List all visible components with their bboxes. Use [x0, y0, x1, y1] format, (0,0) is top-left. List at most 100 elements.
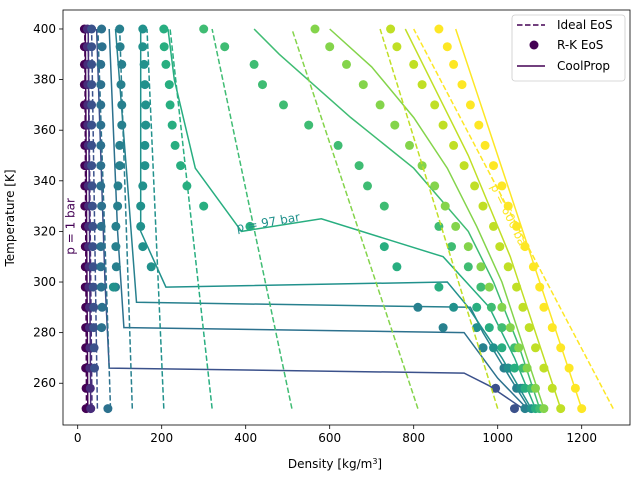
rk-eos-point: [547, 323, 557, 333]
ideal-eos-line: [97, 28, 112, 409]
rk-eos-point: [117, 100, 127, 110]
y-tick-label: 340: [33, 174, 56, 188]
x-tick-label: 800: [402, 431, 425, 445]
rk-eos-point: [141, 100, 151, 110]
rk-eos-point: [117, 59, 127, 69]
rk-eos-point: [138, 181, 148, 191]
rk-eos-point: [449, 302, 459, 312]
rk-eos-point: [170, 140, 180, 150]
rk-eos-point: [138, 242, 148, 252]
rk-eos-point: [116, 80, 126, 90]
rk-eos-point: [451, 221, 461, 231]
rk-eos-point: [279, 100, 288, 110]
rk-eos-point: [89, 343, 99, 353]
coolprop-line: [108, 28, 528, 410]
x-tick-label: 600: [318, 431, 341, 445]
series-450-bar: [379, 24, 566, 414]
rk-eos-point: [87, 181, 97, 191]
y-tick-label: 300: [33, 275, 56, 289]
ideal-eos-line: [118, 28, 134, 409]
rk-eos-point: [570, 383, 580, 393]
rk-eos-point: [117, 120, 127, 130]
rk-eos-point: [438, 323, 448, 333]
rk-eos-point: [136, 201, 146, 211]
rk-eos-point: [176, 161, 186, 171]
coolprop-line: [329, 28, 545, 409]
rk-eos-point: [392, 262, 402, 272]
x-axis-ticks: 0 200 400 600 800 1000 1200: [74, 425, 597, 445]
series-42-bar: [96, 24, 528, 414]
rk-eos-point: [89, 323, 99, 333]
rk-eos-point: [88, 282, 98, 292]
rk-eos-point: [199, 24, 209, 34]
coolprop-line: [404, 28, 562, 409]
rk-eos-point: [97, 24, 107, 34]
rk-eos-point: [354, 161, 364, 171]
rk-eos-point: [96, 120, 106, 130]
rk-eos-point: [199, 201, 209, 211]
rk-eos-point: [489, 221, 498, 231]
rk-eos-point: [497, 302, 507, 312]
rk-eos-point: [115, 24, 125, 34]
x-tick-label: 400: [234, 431, 257, 445]
rk-eos-point: [489, 343, 498, 353]
rk-eos-point: [417, 80, 427, 90]
rk-eos-point: [491, 383, 501, 393]
x-tick-label: 1000: [482, 431, 513, 445]
rk-eos-point: [503, 201, 513, 211]
x-tick-label: 200: [150, 431, 173, 445]
rk-eos-point: [484, 323, 494, 333]
rk-eos-point: [472, 302, 482, 312]
rk-eos-point: [434, 282, 444, 292]
rk-eos-point: [97, 323, 107, 333]
rk-eos-point: [497, 343, 507, 353]
series-230-bar: [199, 24, 545, 414]
rk-eos-point: [539, 404, 549, 414]
rk-eos-point: [96, 282, 106, 292]
rk-eos-point: [140, 80, 150, 90]
rk-eos-point: [535, 282, 545, 292]
series-150-bar: [159, 24, 540, 414]
rk-eos-point: [96, 262, 106, 272]
rk-eos-point: [465, 100, 475, 110]
rk-eos-point: [528, 262, 538, 272]
legend-box: [511, 14, 626, 82]
rk-eos-point: [520, 383, 530, 393]
rk-eos-point: [249, 59, 259, 69]
rk-eos-point: [111, 221, 121, 231]
annotation-p--1-bar: p = 1 bar: [63, 198, 77, 255]
rk-eos-point: [258, 80, 267, 90]
rk-eos-point: [103, 404, 113, 414]
rk-eos-point: [139, 59, 149, 69]
rk-eos-point: [503, 262, 513, 272]
rk-eos-point: [159, 42, 169, 52]
rk-eos-point: [111, 242, 121, 252]
legend-ideal-label: Ideal EoS: [557, 18, 613, 32]
rk-eos-point: [358, 80, 368, 90]
y-axis-label: Temperature [K]: [3, 169, 17, 267]
rk-eos-point: [97, 302, 107, 312]
rk-eos-point: [87, 140, 97, 150]
rk-eos-point: [111, 262, 121, 272]
rk-eos-point: [518, 302, 528, 312]
rk-eos-point: [449, 140, 459, 150]
rk-eos-point: [434, 24, 444, 34]
rk-eos-point: [379, 201, 389, 211]
rk-eos-point: [86, 404, 96, 414]
rk-eos-point: [430, 100, 440, 110]
rk-eos-point: [140, 161, 150, 171]
rk-eos-point: [392, 42, 402, 52]
coolprop-line: [139, 29, 532, 409]
y-axis-ticks: 260 280 300 320 340 360 380 400: [33, 22, 63, 390]
ideal-eos-line: [291, 28, 419, 409]
y-tick-label: 260: [33, 376, 56, 390]
rk-eos-point: [459, 161, 469, 171]
rk-eos-point: [87, 80, 97, 90]
y-tick-label: 400: [33, 22, 56, 36]
rk-eos-point: [417, 161, 427, 171]
x-tick-label: 1200: [566, 431, 597, 445]
rk-eos-point: [510, 363, 519, 373]
rk-eos-point: [447, 242, 456, 252]
rk-eos-point: [96, 161, 106, 171]
rk-eos-point: [440, 201, 450, 211]
